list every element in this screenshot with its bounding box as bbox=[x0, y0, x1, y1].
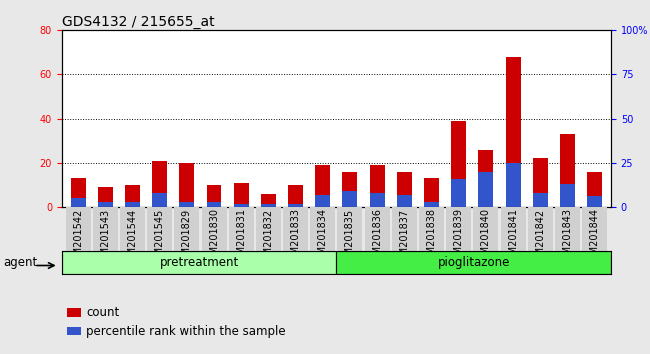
Text: GSM201829: GSM201829 bbox=[182, 209, 192, 268]
FancyBboxPatch shape bbox=[66, 207, 90, 251]
Bar bbox=[261, 194, 276, 207]
FancyBboxPatch shape bbox=[582, 207, 607, 251]
Text: GSM201542: GSM201542 bbox=[73, 209, 83, 268]
Bar bbox=[451, 121, 466, 207]
FancyBboxPatch shape bbox=[256, 207, 281, 251]
Bar bbox=[343, 191, 358, 207]
Text: agent: agent bbox=[3, 256, 38, 269]
FancyBboxPatch shape bbox=[446, 207, 471, 251]
Bar bbox=[587, 196, 602, 207]
Bar bbox=[261, 204, 276, 207]
Bar bbox=[207, 202, 222, 207]
Bar bbox=[315, 165, 330, 207]
FancyBboxPatch shape bbox=[555, 207, 580, 251]
Text: GSM201842: GSM201842 bbox=[536, 209, 545, 268]
Bar bbox=[560, 184, 575, 207]
Bar bbox=[152, 161, 167, 207]
Bar bbox=[478, 149, 493, 207]
FancyBboxPatch shape bbox=[392, 207, 417, 251]
Bar bbox=[288, 185, 303, 207]
Text: GSM201838: GSM201838 bbox=[426, 209, 437, 267]
Text: GDS4132 / 215655_at: GDS4132 / 215655_at bbox=[62, 15, 214, 29]
Text: count: count bbox=[86, 306, 119, 319]
Text: GSM201843: GSM201843 bbox=[562, 209, 573, 267]
FancyBboxPatch shape bbox=[93, 207, 118, 251]
Bar bbox=[315, 195, 330, 207]
Text: GSM201844: GSM201844 bbox=[590, 209, 600, 267]
Bar bbox=[451, 179, 466, 207]
Text: GSM201545: GSM201545 bbox=[155, 209, 164, 268]
Bar bbox=[424, 178, 439, 207]
FancyBboxPatch shape bbox=[473, 207, 499, 251]
Text: percentile rank within the sample: percentile rank within the sample bbox=[86, 325, 285, 338]
FancyBboxPatch shape bbox=[120, 207, 145, 251]
FancyBboxPatch shape bbox=[365, 207, 389, 251]
Text: pretreatment: pretreatment bbox=[159, 256, 239, 269]
Bar bbox=[125, 202, 140, 207]
Bar bbox=[234, 183, 249, 207]
Text: GSM201833: GSM201833 bbox=[291, 209, 300, 267]
Bar bbox=[560, 134, 575, 207]
FancyBboxPatch shape bbox=[283, 207, 308, 251]
FancyBboxPatch shape bbox=[500, 207, 526, 251]
Text: GSM201543: GSM201543 bbox=[100, 209, 110, 268]
Bar bbox=[533, 193, 548, 207]
Text: GSM201834: GSM201834 bbox=[318, 209, 328, 267]
Text: GSM201836: GSM201836 bbox=[372, 209, 382, 267]
FancyBboxPatch shape bbox=[147, 207, 172, 251]
Bar bbox=[234, 204, 249, 207]
Bar bbox=[67, 308, 81, 317]
Bar bbox=[71, 178, 86, 207]
Bar bbox=[343, 172, 358, 207]
Bar bbox=[506, 57, 521, 207]
Text: GSM201544: GSM201544 bbox=[127, 209, 137, 268]
Bar bbox=[71, 198, 86, 207]
Bar bbox=[98, 187, 112, 207]
Bar bbox=[397, 195, 412, 207]
Text: GSM201830: GSM201830 bbox=[209, 209, 219, 267]
Bar bbox=[424, 202, 439, 207]
Text: GSM201837: GSM201837 bbox=[399, 209, 410, 268]
Text: GSM201832: GSM201832 bbox=[263, 209, 274, 268]
Text: GSM201839: GSM201839 bbox=[454, 209, 463, 267]
Bar bbox=[533, 159, 548, 207]
Bar bbox=[67, 327, 81, 335]
Bar bbox=[179, 202, 194, 207]
FancyBboxPatch shape bbox=[337, 207, 363, 251]
Text: GSM201840: GSM201840 bbox=[481, 209, 491, 267]
FancyBboxPatch shape bbox=[528, 207, 552, 251]
FancyBboxPatch shape bbox=[202, 207, 226, 251]
Bar bbox=[506, 163, 521, 207]
Bar bbox=[288, 204, 303, 207]
Bar bbox=[207, 185, 222, 207]
Bar bbox=[179, 163, 194, 207]
Bar bbox=[587, 172, 602, 207]
Bar bbox=[370, 165, 385, 207]
Bar bbox=[397, 172, 412, 207]
Bar bbox=[98, 202, 112, 207]
FancyBboxPatch shape bbox=[419, 207, 444, 251]
Bar bbox=[478, 172, 493, 207]
Text: GSM201841: GSM201841 bbox=[508, 209, 518, 267]
FancyBboxPatch shape bbox=[62, 251, 337, 274]
Bar bbox=[125, 185, 140, 207]
FancyBboxPatch shape bbox=[337, 251, 611, 274]
FancyBboxPatch shape bbox=[229, 207, 254, 251]
Bar bbox=[370, 193, 385, 207]
Text: pioglitazone: pioglitazone bbox=[437, 256, 510, 269]
Text: GSM201831: GSM201831 bbox=[236, 209, 246, 267]
FancyBboxPatch shape bbox=[310, 207, 335, 251]
Text: GSM201835: GSM201835 bbox=[345, 209, 355, 268]
FancyBboxPatch shape bbox=[174, 207, 200, 251]
Bar bbox=[152, 193, 167, 207]
